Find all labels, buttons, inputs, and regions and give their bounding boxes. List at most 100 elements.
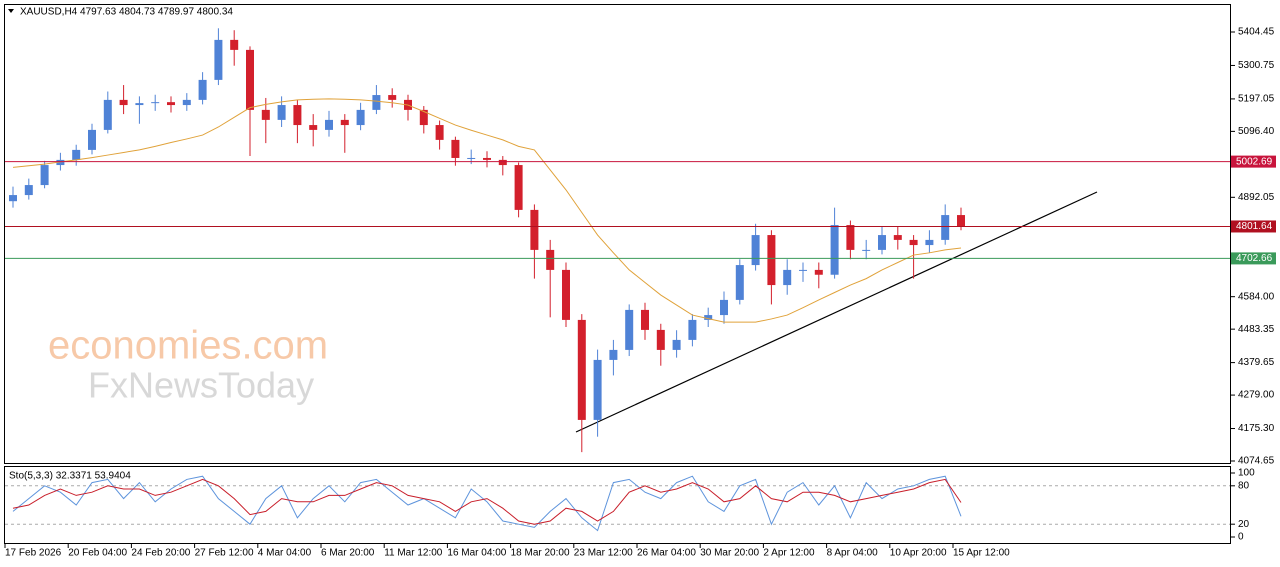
x-tick-label: 18 Mar 20:00 bbox=[511, 548, 570, 559]
indicator-title: Sto(5,3,3) 32.3371 53.9404 bbox=[9, 471, 131, 482]
candle-body bbox=[735, 265, 744, 300]
candle-body bbox=[767, 235, 776, 286]
candle-body bbox=[24, 185, 33, 196]
candle-body bbox=[909, 239, 918, 246]
candle-body bbox=[451, 139, 460, 158]
candle-body bbox=[846, 225, 855, 250]
x-tick-label: 20 Feb 04:00 bbox=[68, 548, 127, 559]
candle-body bbox=[119, 99, 128, 106]
candle-body bbox=[72, 149, 81, 160]
candle-body bbox=[356, 109, 365, 126]
candle-body bbox=[830, 225, 839, 275]
candle-body bbox=[672, 339, 681, 350]
candle-body bbox=[546, 249, 555, 270]
candle-body bbox=[277, 105, 286, 120]
candle-body bbox=[246, 49, 254, 110]
candle-body bbox=[814, 269, 823, 275]
candle-body bbox=[893, 235, 902, 240]
y-tick-label: 4892.05 bbox=[1238, 192, 1275, 203]
stochastic-pane bbox=[4, 466, 1231, 544]
y-tick-label: 4584.00 bbox=[1238, 291, 1275, 302]
y-tick-label: 20 bbox=[1238, 519, 1250, 530]
price-pane bbox=[4, 4, 1231, 464]
candle-body bbox=[467, 157, 476, 159]
price-level-tag bbox=[1231, 220, 1276, 233]
candle-body bbox=[230, 39, 239, 50]
y-tick-label: 5404.45 bbox=[1238, 27, 1275, 38]
x-tick-label: 2 Apr 12:00 bbox=[763, 548, 815, 559]
candle-body bbox=[435, 125, 444, 140]
moving-average bbox=[12, 98, 962, 323]
candle-body bbox=[151, 102, 160, 104]
candle-body bbox=[656, 329, 665, 350]
candle-body bbox=[925, 239, 934, 246]
x-tick-label: 11 Mar 12:00 bbox=[384, 548, 443, 559]
candle-body bbox=[198, 79, 207, 100]
chart-title: XAUUSD,H4 4797.63 4804.73 4789.97 4800.3… bbox=[20, 7, 233, 18]
y-tick-label: 4379.65 bbox=[1238, 357, 1275, 368]
price-level-label: 4801.64 bbox=[1236, 221, 1273, 232]
y-tick-label: 4279.00 bbox=[1238, 390, 1275, 401]
candle-body bbox=[862, 249, 871, 251]
candle-body bbox=[878, 235, 886, 250]
x-tick-label: 17 Feb 2026 bbox=[5, 548, 62, 559]
y-tick-label: 4483.35 bbox=[1238, 324, 1275, 335]
candle-body bbox=[261, 109, 270, 120]
candle-body bbox=[562, 269, 570, 320]
x-tick-label: 24 Feb 20:00 bbox=[131, 548, 190, 559]
candle-body bbox=[88, 129, 96, 150]
x-tick-label: 23 Mar 12:00 bbox=[574, 548, 633, 559]
candle-body bbox=[688, 319, 697, 340]
stochastic-line bbox=[12, 475, 962, 532]
candle-body bbox=[40, 165, 49, 186]
candle-body bbox=[372, 95, 381, 110]
candle-body bbox=[9, 195, 17, 202]
candle-body bbox=[293, 105, 302, 126]
price-level-label: 4702.66 bbox=[1236, 253, 1273, 264]
candle-body bbox=[56, 159, 65, 166]
candle-body bbox=[799, 269, 807, 271]
x-tick-label: 10 Apr 20:00 bbox=[890, 548, 947, 559]
y-tick-label: 80 bbox=[1238, 480, 1250, 491]
watermark: economies.com bbox=[48, 324, 328, 368]
y-tick-label: 5300.75 bbox=[1238, 60, 1275, 71]
candle-body bbox=[530, 209, 539, 250]
candle-body bbox=[783, 269, 792, 286]
x-tick-label: 15 Apr 12:00 bbox=[953, 548, 1010, 559]
candle-body bbox=[625, 309, 634, 350]
price-level-tag bbox=[1231, 252, 1276, 265]
price-level-label: 5002.69 bbox=[1236, 156, 1273, 167]
candle-body bbox=[388, 95, 397, 100]
candle-body bbox=[103, 99, 112, 130]
candle-body bbox=[577, 319, 586, 420]
candle-body bbox=[182, 99, 191, 106]
candle-body bbox=[483, 157, 491, 160]
candle-body bbox=[720, 299, 728, 316]
candle-body bbox=[340, 119, 349, 126]
y-tick-label: 5197.05 bbox=[1238, 94, 1275, 105]
candle-body bbox=[704, 315, 713, 320]
watermark: FxNewsToday bbox=[88, 365, 314, 406]
stochastic-line bbox=[12, 478, 962, 525]
candle-body bbox=[214, 39, 223, 80]
candle-body bbox=[641, 309, 649, 330]
y-tick-label: 100 bbox=[1238, 468, 1255, 479]
y-tick-label: 5096.40 bbox=[1238, 126, 1275, 137]
x-tick-label: 30 Mar 20:00 bbox=[700, 548, 759, 559]
x-tick-label: 16 Mar 04:00 bbox=[447, 548, 506, 559]
x-tick-label: 26 Mar 04:00 bbox=[637, 548, 696, 559]
candle-body bbox=[419, 109, 428, 126]
x-tick-label: 8 Apr 04:00 bbox=[827, 548, 879, 559]
candle-body bbox=[167, 102, 175, 106]
candle-body bbox=[135, 103, 144, 106]
trend-line bbox=[575, 191, 1098, 433]
y-tick-label: 4074.65 bbox=[1238, 456, 1275, 467]
candle-body bbox=[498, 159, 507, 166]
candle-body bbox=[514, 165, 523, 210]
candle-body bbox=[325, 119, 333, 130]
collapse-icon bbox=[8, 9, 14, 13]
candle-body bbox=[309, 125, 318, 130]
y-tick-label: 4175.30 bbox=[1238, 423, 1275, 434]
candle-body bbox=[751, 235, 760, 266]
